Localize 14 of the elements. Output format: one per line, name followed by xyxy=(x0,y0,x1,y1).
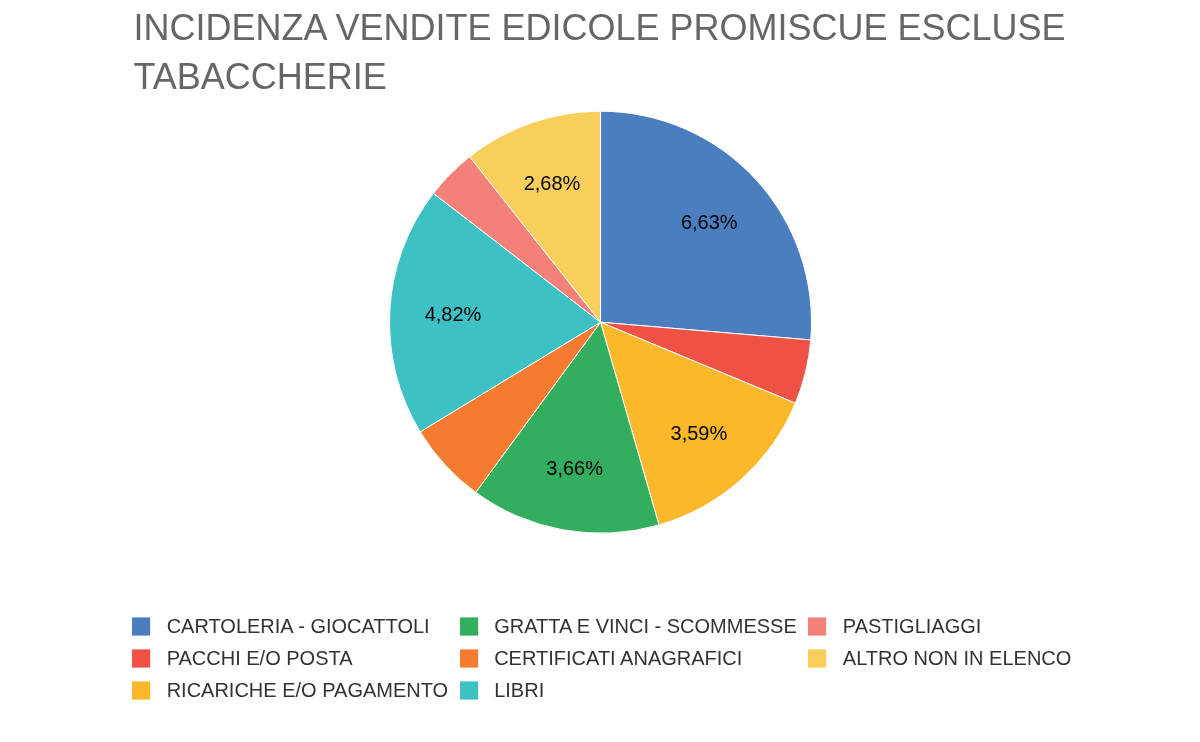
data-label: 4,82% xyxy=(424,303,482,326)
legend-label: LIBRI xyxy=(494,678,545,702)
legend-label: PACCHI E/O POSTA xyxy=(166,646,353,670)
data-label: 6,63% xyxy=(680,211,738,234)
chart-title: INCIDENZA VENDITE EDICOLE PROMISCUE ESCLUSE TABACCHERIE xyxy=(133,7,1066,98)
legend-label: RICARICHE E/O PAGAMENTO xyxy=(166,678,449,702)
data-label: 3,59% xyxy=(670,421,728,444)
data-label: 3,66% xyxy=(546,456,604,479)
legend-label: GRATTA E VINCI - SCOMMESSE xyxy=(494,614,797,638)
data-label: 2,68% xyxy=(523,171,581,194)
legend-label: PASTIGLIAGGI xyxy=(842,614,982,638)
legend-label: ALTRO NON IN ELENCO xyxy=(842,646,1072,670)
legend-label: CARTOLERIA - GIOCATTOLI xyxy=(166,614,430,638)
legend-label: CERTIFICATI ANAGRAFICI xyxy=(494,646,743,670)
